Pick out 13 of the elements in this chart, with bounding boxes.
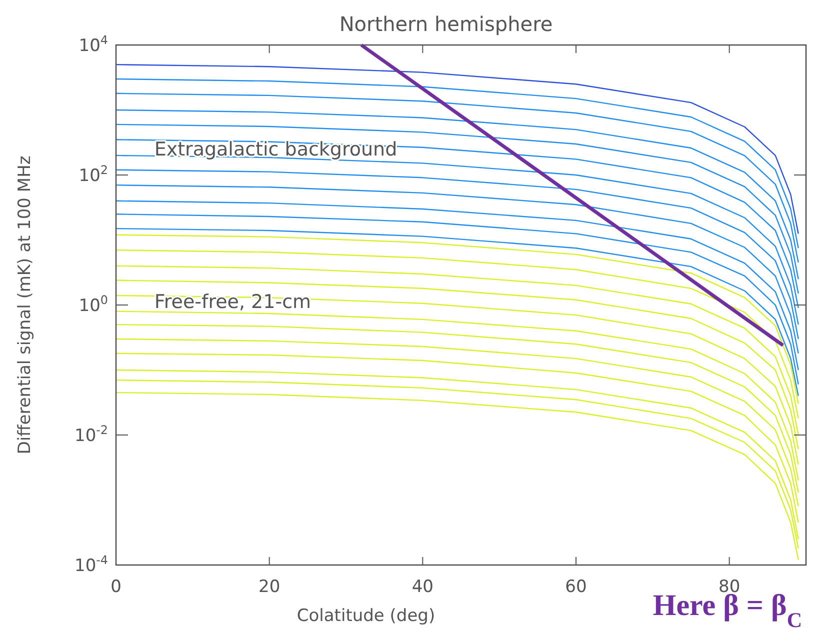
x-tick-label: 0 — [110, 577, 122, 597]
x-tick-label: 40 — [412, 577, 434, 597]
y-tick-label: 10$^{4}$ — [78, 33, 108, 56]
y-tick-label: 10$^{-2}$ — [74, 423, 108, 446]
chart-title: Northern hemisphere — [339, 12, 553, 36]
x-tick-label: 60 — [565, 577, 587, 597]
x-tick-label: 20 — [258, 577, 280, 597]
x-axis-title: Colatitude (deg) — [296, 606, 436, 626]
y-axis-title: Differential signal (mK) at 100 MHz — [15, 156, 35, 454]
y-tick-label: 10$^{2}$ — [78, 163, 108, 186]
y-tick-label: 10$^{0}$ — [78, 293, 108, 316]
annotation: Extragalactic background — [154, 138, 398, 160]
y-tick-label: 10$^{-4}$ — [74, 553, 108, 576]
